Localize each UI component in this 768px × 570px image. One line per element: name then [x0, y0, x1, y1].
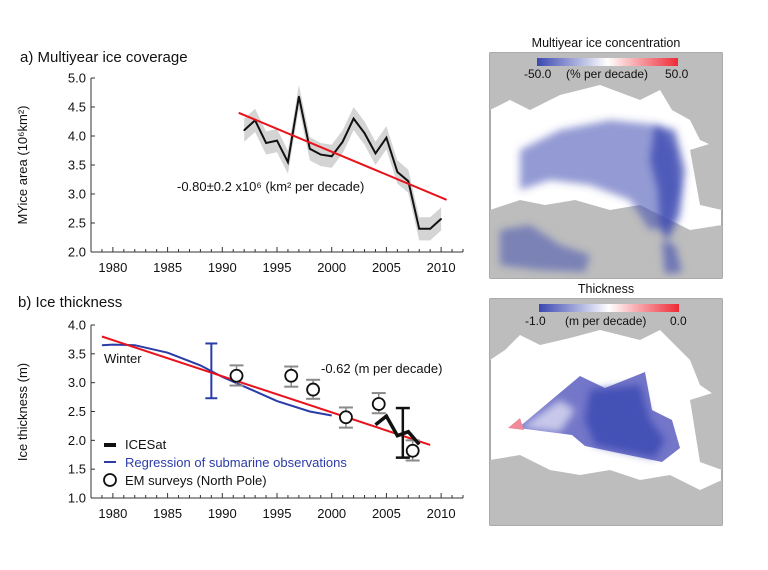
x-tick-label: 2005	[372, 506, 401, 521]
panel-a-annotation: -0.80±0.2 x10⁶ (km² per decade)	[177, 179, 364, 194]
data-point	[287, 161, 289, 163]
y-tick-label: 3.0	[68, 187, 86, 202]
x-tick-label: 2000	[317, 506, 346, 521]
data-point	[418, 228, 421, 230]
y-tick-label: 2.0	[68, 245, 86, 260]
data-point	[309, 147, 311, 150]
legend-icesat-label: ICESat	[125, 437, 167, 452]
data-point	[374, 152, 377, 155]
multiyear-ice-area-line	[243, 96, 442, 230]
x-tick-label: 2000	[317, 260, 346, 275]
data-point	[396, 171, 399, 173]
map-1-image	[490, 53, 722, 278]
map-2-colorbar	[539, 304, 679, 312]
data-point	[363, 132, 366, 134]
data-point	[243, 129, 245, 131]
em-survey-point	[371, 397, 386, 411]
x-tick-label: 2010	[427, 260, 456, 275]
panel-a-ylabel: MYice area (10⁶km²)	[15, 105, 30, 224]
em-survey-point	[405, 443, 420, 458]
data-point	[341, 141, 344, 143]
em-survey-point	[306, 382, 321, 397]
x-tick-label: 1990	[208, 506, 237, 521]
y-tick-label: 1.5	[68, 462, 86, 477]
map-2-colorbar-max: 0.0	[670, 314, 687, 328]
map-2-colorbar-unit: (m per decade)	[565, 314, 646, 328]
data-point	[440, 218, 442, 220]
panel-b-annotation: -0.62 (m per decade)	[321, 361, 442, 376]
data-point	[429, 228, 431, 230]
x-tick-label: 2005	[372, 260, 401, 275]
map-1-colorbar-max: 50.0	[665, 67, 689, 81]
x-tick-label: 2010	[427, 506, 456, 521]
y-tick-label: 1.0	[68, 491, 86, 506]
uncertainty-band	[244, 84, 442, 241]
map-2-colorbar-min: -1.0	[525, 314, 546, 328]
data-point	[330, 155, 333, 158]
y-tick-label: 3.0	[68, 375, 86, 390]
data-point	[385, 136, 388, 139]
map-2-image	[490, 299, 722, 525]
data-point	[276, 139, 278, 142]
x-tick-label: 1980	[98, 260, 127, 275]
panel-b-season-label: Winter	[104, 351, 142, 366]
y-tick-label: 3.5	[68, 346, 86, 361]
map-2-title: Thickness	[578, 282, 634, 296]
y-tick-label: 5.0	[68, 71, 86, 86]
panel-b-title: b) Ice thickness	[18, 294, 122, 311]
data-point	[319, 153, 322, 156]
legend: ICESat Regression of submarine observati…	[103, 437, 347, 488]
y-tick-label: 4.0	[68, 129, 86, 144]
map-1-colorbar-unit: (% per decade)	[566, 67, 648, 81]
icesat-line	[374, 413, 421, 446]
em-survey-point	[339, 410, 353, 425]
y-tick-label: 2.5	[68, 216, 86, 231]
x-tick-label: 1980	[98, 506, 127, 521]
data-point	[265, 142, 267, 144]
y-tick-label: 4.5	[68, 100, 86, 115]
data-point	[352, 117, 355, 120]
data-point	[298, 95, 300, 98]
map-1-colorbar	[537, 58, 678, 66]
y-tick-label: 2.0	[68, 433, 86, 448]
legend-em-label: EM surveys (North Pole)	[125, 473, 267, 488]
trend-line	[238, 111, 447, 201]
data-point	[407, 180, 410, 183]
x-tick-label: 1985	[153, 506, 182, 521]
panel-b: b) Ice thickness Ice thickness (m) 1.0 1.…	[15, 294, 464, 521]
x-tick-label: 1995	[263, 260, 292, 275]
map-thickness: Thickness -1.0 (m per decade) 0.0	[489, 282, 723, 526]
panel-a-title: a) Multiyear ice coverage	[20, 49, 188, 66]
em-survey-point	[229, 368, 244, 383]
x-tick-label: 1985	[153, 260, 182, 275]
trend-line	[101, 335, 431, 446]
x-tick-label: 1995	[263, 506, 292, 521]
legend-em-swatch	[103, 473, 117, 487]
x-tick-label: 1990	[208, 260, 237, 275]
panel-b-ylabel: Ice thickness (m)	[15, 363, 30, 461]
map-1-colorbar-min: -50.0	[524, 67, 552, 81]
y-tick-label: 2.5	[68, 404, 86, 419]
map-multiyear-ice-concentration: Multiyear ice concentration -50.0 (% per…	[489, 36, 723, 279]
em-survey-point	[284, 368, 299, 383]
y-tick-label: 4.0	[68, 318, 86, 333]
y-tick-label: 3.5	[68, 158, 86, 173]
legend-submarine-label: Regression of submarine observations	[125, 455, 347, 470]
map-1-title: Multiyear ice concentration	[532, 36, 681, 50]
panel-a: a) Multiyear ice coverage MYice area (10…	[15, 49, 464, 275]
